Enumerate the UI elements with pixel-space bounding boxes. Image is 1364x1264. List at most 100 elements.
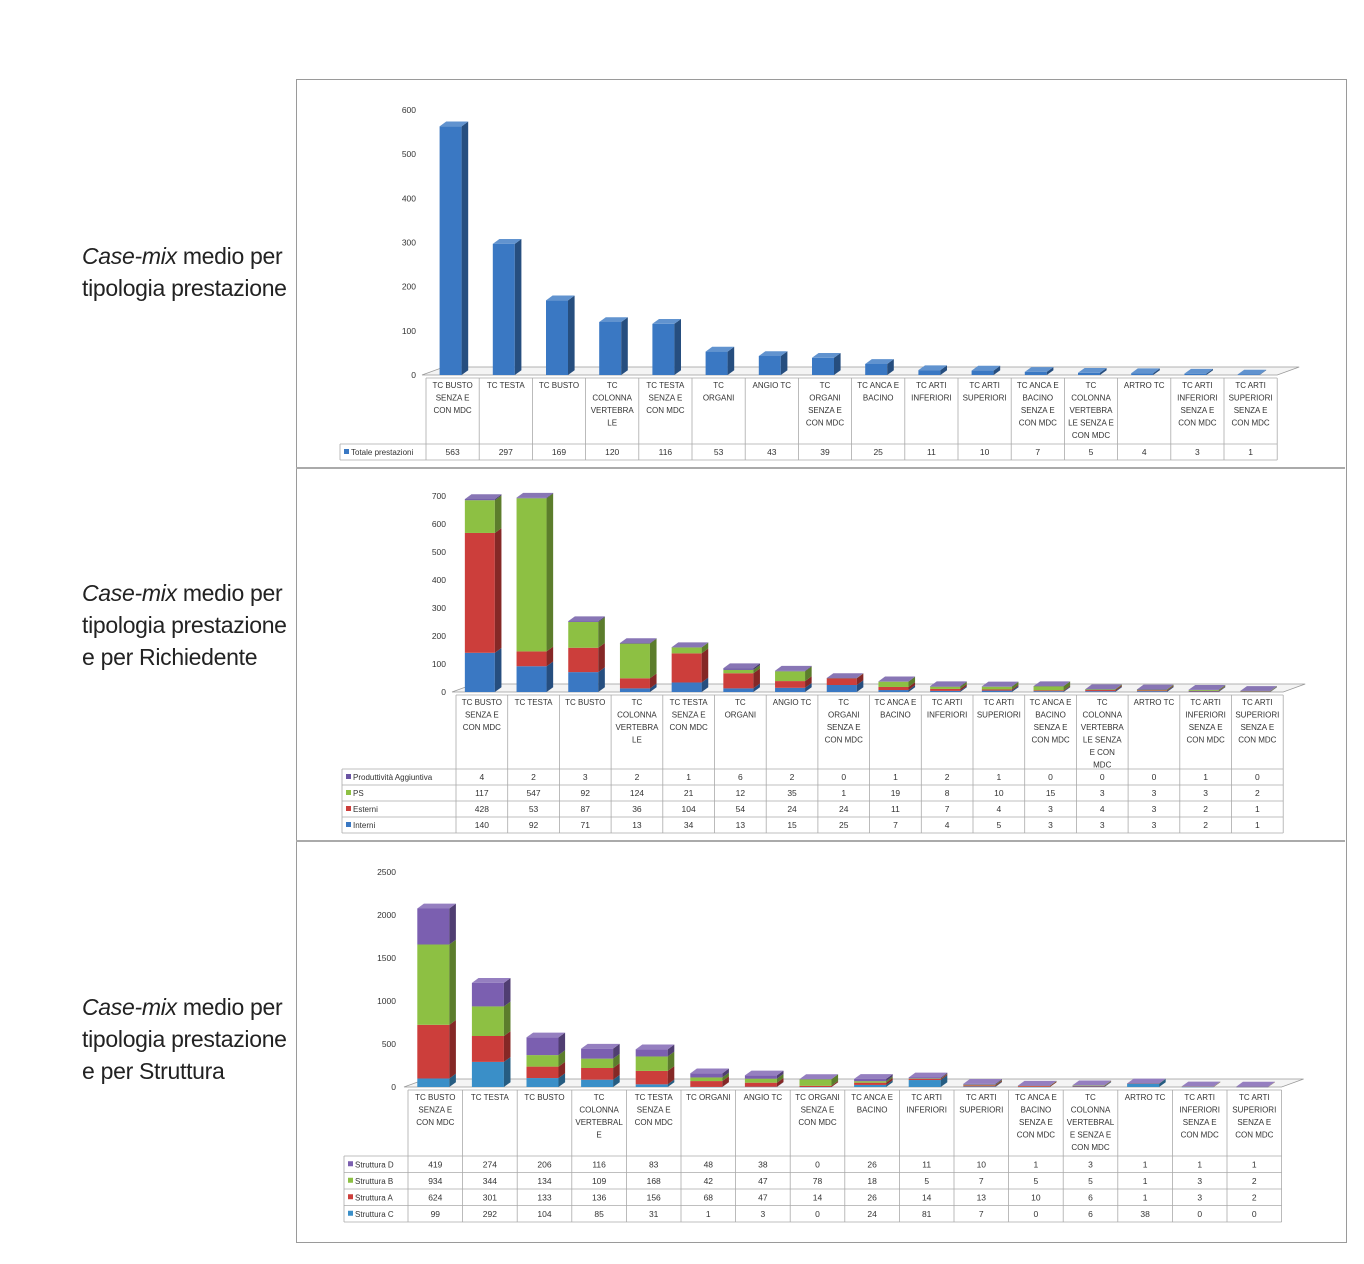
bar-segment [690, 1076, 729, 1087]
bar-segment [744, 1070, 784, 1079]
bar-side [1268, 1082, 1275, 1087]
bar-front [908, 1080, 941, 1087]
bar-side [776, 1077, 784, 1087]
bar-side [886, 1076, 893, 1083]
bar-front [546, 300, 568, 375]
legend-label: Struttura A [355, 1193, 393, 1202]
caption-text: e per Richiedente [82, 644, 258, 670]
bar-segment [516, 493, 554, 652]
bar-side [1063, 685, 1071, 692]
bar-segment [930, 684, 967, 691]
bar-front [981, 690, 1012, 692]
bar-front [526, 1066, 559, 1079]
data-label: 53 [529, 804, 539, 814]
bar-side [1049, 1080, 1057, 1086]
bar-top [705, 346, 735, 352]
bar-side [613, 1063, 620, 1080]
data-label: 3 [1100, 788, 1105, 798]
category-label: TC ORGANI [686, 1093, 730, 1102]
bar-segment [1181, 1081, 1221, 1088]
bar-side [1104, 1080, 1112, 1086]
data-label: 2 [945, 772, 950, 782]
bar-front [516, 651, 547, 667]
data-label: 36 [632, 804, 642, 814]
bar-segment [963, 1080, 1002, 1087]
data-label: 2 [1252, 1192, 1257, 1202]
bar-top [492, 239, 522, 244]
category-label: CON MDC [463, 723, 501, 732]
data-label: 11 [927, 447, 936, 457]
bar-front [581, 1067, 614, 1080]
category-label: LE [632, 736, 642, 745]
bar-segment [878, 682, 916, 691]
data-label: 85 [594, 1209, 604, 1219]
bar-front [705, 351, 728, 375]
category-label: TC ANCA E [857, 381, 899, 390]
bar-side [1115, 686, 1122, 692]
bar-segment [619, 683, 657, 692]
category-label: TC ANCA E [1030, 698, 1072, 707]
data-label: 120 [605, 447, 619, 457]
bar-side [940, 1075, 948, 1087]
bar-segment [981, 681, 1019, 690]
data-label: 4 [1142, 447, 1147, 457]
bar-front [464, 500, 495, 533]
category-label: COLONNA [617, 711, 657, 720]
data-label: 7 [893, 820, 898, 830]
bar-segment [1033, 681, 1071, 691]
category-label: INFERIORI [911, 394, 951, 403]
bar-segment [516, 492, 554, 499]
data-label: 15 [787, 820, 797, 830]
category-label: ANGIO TC [744, 1093, 783, 1102]
bar-top [812, 352, 841, 358]
legend-label: Struttura D [355, 1160, 394, 1169]
bar-segment [826, 680, 864, 692]
bar-segment [1181, 1081, 1221, 1087]
data-label: 1 [1255, 820, 1260, 830]
category-label: SENZA E [1021, 406, 1055, 415]
y-tick-label: 600 [402, 105, 416, 115]
bar-side [503, 1031, 511, 1062]
bar-front [1136, 690, 1167, 692]
bar-front [775, 681, 806, 688]
data-label: 83 [649, 1159, 659, 1169]
bar-front [464, 499, 495, 501]
bar-segment [690, 1072, 729, 1082]
bar-side [753, 683, 760, 692]
data-label: 140 [475, 820, 489, 830]
bar-top [690, 1068, 729, 1074]
bar-segment [930, 686, 967, 692]
category-label: BACINO [1022, 394, 1053, 403]
legend-swatch [346, 806, 351, 811]
category-label: CON MDC [806, 419, 844, 428]
bar-side [503, 978, 511, 1007]
bar-segment [854, 1080, 893, 1087]
bar-side [613, 1074, 620, 1087]
bar-side [1259, 369, 1267, 375]
data-label: 0 [1152, 772, 1157, 782]
legend-swatch [348, 1177, 353, 1183]
category-label: COLONNA [579, 1106, 619, 1115]
category-label: TC ARTI [911, 1093, 942, 1102]
data-label: 0 [841, 772, 846, 782]
data-label: 3 [1088, 1159, 1093, 1169]
bar-segment [1236, 1081, 1275, 1087]
bar-segment [1072, 1080, 1112, 1086]
bar-segment [1024, 367, 1054, 375]
bar-side [649, 638, 657, 679]
category-label: COLONNA [592, 394, 632, 403]
bar-segment [417, 903, 456, 945]
y-tick-label: 600 [432, 519, 446, 529]
bar-segment [464, 648, 502, 692]
category-label: SENZA E [1234, 406, 1268, 415]
legend-label: Produttività Aggiuntiva [353, 773, 433, 782]
bar-segment [908, 1075, 948, 1087]
panel-divider [296, 840, 1345, 842]
bar-front [723, 688, 754, 692]
bar-top [619, 638, 657, 643]
bar-segment [878, 676, 916, 687]
data-label: 42 [704, 1176, 714, 1186]
bar-segment [908, 1072, 948, 1079]
bar-front [464, 532, 495, 653]
bar-side [546, 646, 554, 667]
